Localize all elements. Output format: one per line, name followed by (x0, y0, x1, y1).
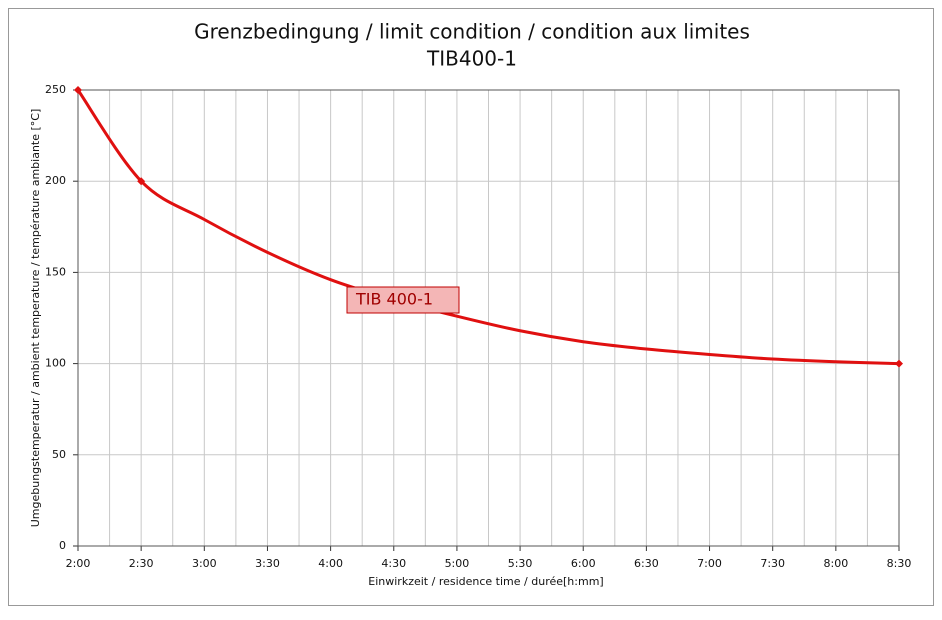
chart-frame (8, 8, 934, 606)
x-tick-label: 5:00 (445, 557, 470, 570)
data-marker (74, 86, 82, 94)
x-tick-label: 6:30 (634, 557, 659, 570)
x-tick-label: 3:00 (192, 557, 217, 570)
chart-title: Grenzbedingung / limit condition / condi… (194, 20, 750, 44)
x-tick-label: 4:30 (381, 557, 406, 570)
x-tick-label: 6:00 (571, 557, 596, 570)
plot-area (77, 89, 900, 547)
x-tick-label: 3:30 (255, 557, 280, 570)
y-tick-label: 150 (45, 265, 66, 278)
y-tick-label: 50 (52, 448, 66, 461)
x-tick-label: 8:00 (823, 557, 848, 570)
x-tick-label: 5:30 (508, 557, 533, 570)
x-axis-title: Einwirkzeit / residence time / durée[h:m… (368, 575, 603, 588)
data-line (76, 89, 900, 366)
y-tick-label: 0 (59, 539, 66, 552)
data-marker (137, 177, 146, 186)
series-label: TIB 400-1 (355, 290, 433, 309)
x-tick-label: 2:00 (66, 557, 91, 570)
x-tick-label: 8:30 (887, 557, 912, 570)
x-tick-label: 7:00 (697, 557, 722, 570)
y-tick-label: 250 (45, 83, 66, 96)
x-tick-label: 7:30 (760, 557, 785, 570)
series-label-box (346, 286, 460, 314)
data-marker (895, 359, 903, 368)
x-tick-label: 2:30 (129, 557, 154, 570)
y-tick-label: 200 (45, 174, 66, 187)
x-tick-label: 4:00 (318, 557, 343, 570)
chart-subtitle: TIB400-1 (426, 47, 517, 71)
y-tick-label: 100 (45, 357, 66, 370)
y-axis-title: Umgebungstemperatur / ambient temperatur… (29, 109, 42, 528)
